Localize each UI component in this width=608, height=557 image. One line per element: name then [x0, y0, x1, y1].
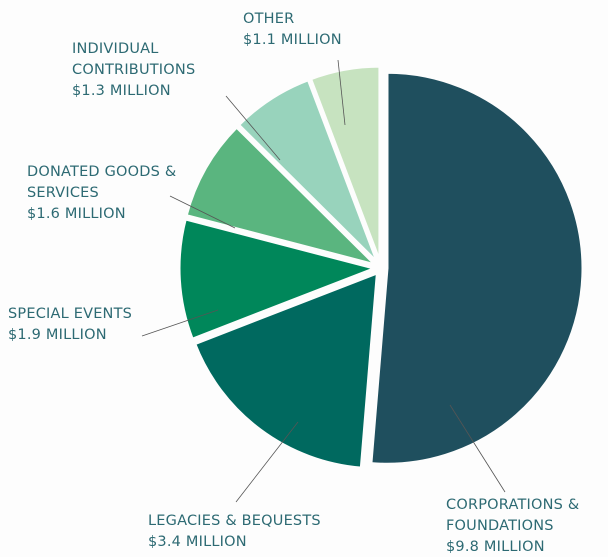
pie-slice	[308, 64, 382, 263]
pie-slice	[192, 270, 380, 470]
category-name: DONATED GOODS & SERVICES	[27, 164, 177, 201]
category-name: INDIVIDUAL CONTRIBUTIONS	[72, 41, 196, 78]
pie-slice	[177, 217, 380, 342]
leader-line	[235, 421, 299, 503]
value-label: $1.9 MILLION	[8, 327, 107, 343]
category-name: CORPORATIONS & FOUNDATIONS	[446, 497, 580, 534]
category-name: OTHER	[243, 11, 295, 27]
category-name: SPECIAL EVENTS	[8, 306, 133, 322]
slice-label: OTHER $1.1 MILLION	[243, 9, 373, 51]
value-label: $1.1 MILLION	[243, 32, 342, 48]
pie-slice	[369, 70, 585, 466]
pie-slice	[236, 77, 380, 265]
slice-label: INDIVIDUAL CONTRIBUTIONS $1.3 MILLION	[72, 39, 232, 102]
pie-slice	[184, 124, 381, 268]
slice-label: SPECIAL EVENTS $1.9 MILLION	[8, 304, 168, 346]
value-label: $1.3 MILLION	[72, 83, 171, 99]
leader-line	[225, 95, 281, 161]
value-label: $3.4 MILLION	[148, 534, 247, 550]
value-label: $9.8 MILLION	[446, 539, 545, 555]
leader-line	[169, 195, 236, 229]
value-label: $1.6 MILLION	[27, 206, 126, 222]
slice-label: CORPORATIONS & FOUNDATIONS $9.8 MILLION	[446, 495, 608, 557]
slice-label: LEGACIES & BEQUESTS $3.4 MILLION	[148, 511, 368, 553]
leader-line	[141, 309, 219, 337]
leader-line	[449, 404, 506, 493]
slice-label: DONATED GOODS & SERVICES $1.6 MILLION	[27, 162, 217, 225]
leader-line	[337, 59, 346, 126]
category-name: LEGACIES & BEQUESTS	[148, 513, 321, 529]
